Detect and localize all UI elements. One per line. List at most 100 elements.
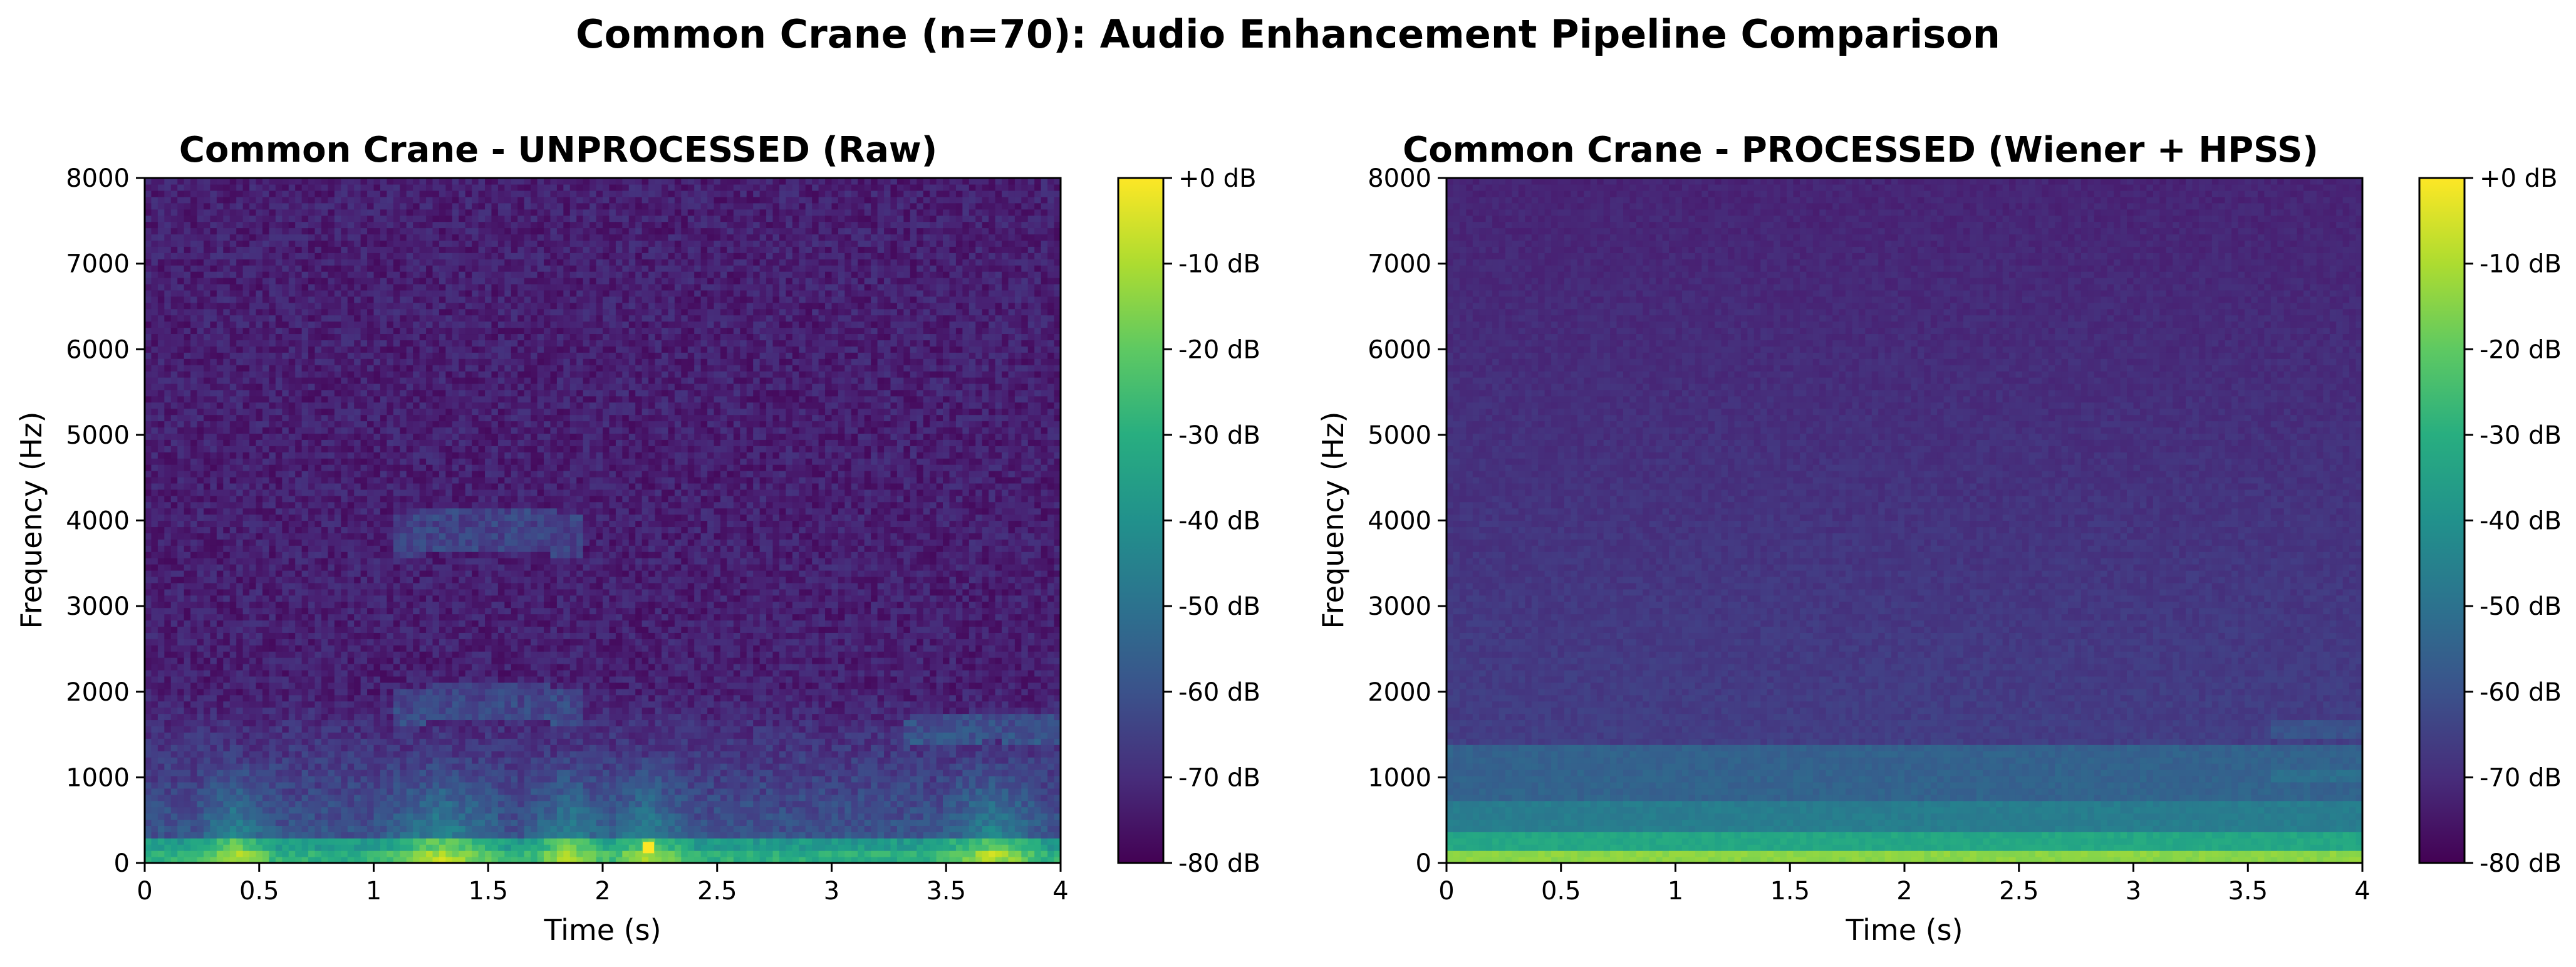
spectrogram-cell <box>407 807 413 814</box>
spectrogram-cell <box>407 327 413 334</box>
spectrogram-cell <box>223 701 230 708</box>
spectrogram-cell <box>321 496 328 503</box>
spectrogram-cell <box>210 614 217 621</box>
spectrogram-cell <box>367 719 374 726</box>
spectrogram-cell <box>204 645 210 652</box>
spectrogram-cell <box>269 770 276 776</box>
spectrogram-cell <box>276 689 283 696</box>
spectrogram-cell <box>217 265 224 272</box>
spectrogram-cell <box>407 502 413 509</box>
spectrogram-cell <box>308 197 315 204</box>
spectrogram-cell <box>341 844 348 851</box>
spectrogram-cell <box>236 645 243 652</box>
spectrogram-cell <box>289 321 296 328</box>
spectrogram-cell <box>420 545 427 552</box>
spectrogram-cell <box>158 458 165 465</box>
spectrogram-cell <box>204 439 210 446</box>
spectrogram-cell <box>302 539 309 546</box>
spectrogram-cell <box>145 551 152 558</box>
spectrogram-cell <box>289 782 296 789</box>
spectrogram-cell <box>393 446 400 452</box>
spectrogram-cell <box>354 421 361 428</box>
spectrogram-cell <box>302 738 309 745</box>
spectrogram-cell <box>249 309 256 316</box>
spectrogram-cell <box>374 483 381 490</box>
spectrogram-cell <box>387 676 393 683</box>
spectrogram-cell <box>177 303 184 310</box>
spectrogram-cell <box>426 719 433 726</box>
spectrogram-cell <box>164 365 171 372</box>
spectrogram-cell <box>177 819 184 826</box>
spectrogram-cell <box>197 782 204 789</box>
spectrogram-cell <box>321 832 328 839</box>
spectrogram-cell <box>302 757 309 764</box>
spectrogram-cell <box>217 632 224 639</box>
spectrogram-cell <box>295 533 302 540</box>
spectrogram-cell <box>432 278 439 285</box>
spectrogram-cell <box>230 838 237 845</box>
spectrogram-cell <box>223 483 230 490</box>
spectrogram-cell <box>308 216 315 222</box>
spectrogram-cell <box>335 346 341 353</box>
spectrogram-cell <box>432 807 439 814</box>
spectrogram-cell <box>151 708 158 714</box>
spectrogram-cell <box>407 452 413 459</box>
spectrogram-cell <box>204 558 210 565</box>
spectrogram-cell <box>204 589 210 596</box>
spectrogram-cell <box>289 539 296 546</box>
spectrogram-cell <box>407 253 413 259</box>
spectrogram-cell <box>341 583 348 590</box>
spectrogram-cell <box>302 483 309 490</box>
spectrogram-cell <box>256 340 263 347</box>
spectrogram-cell <box>308 278 315 285</box>
spectrogram-cell <box>354 545 361 552</box>
spectrogram-cell <box>151 670 158 677</box>
spectrogram-cell <box>374 452 381 459</box>
spectrogram-cell <box>420 695 427 702</box>
spectrogram-cell <box>217 253 224 259</box>
spectrogram-cell <box>393 515 400 521</box>
spectrogram-cell <box>367 321 374 328</box>
spectrogram-cell <box>184 402 191 409</box>
spectrogram-cell <box>413 620 420 627</box>
spectrogram-cell <box>230 290 237 297</box>
spectrogram-cell <box>171 521 178 528</box>
spectrogram-cell <box>367 813 374 820</box>
spectrogram-cell <box>341 825 348 832</box>
spectrogram-cell <box>262 390 269 397</box>
spectrogram-cell <box>262 558 269 565</box>
spectrogram-cell <box>145 545 152 552</box>
spectrogram-cell <box>184 433 191 440</box>
spectrogram-cell <box>230 695 237 702</box>
spectrogram-cell <box>164 664 171 671</box>
spectrogram-cell <box>177 595 184 602</box>
spectrogram-cell <box>145 384 152 390</box>
spectrogram-cell <box>204 358 210 365</box>
spectrogram-cell <box>432 184 439 191</box>
spectrogram-cell <box>321 352 328 359</box>
spectrogram-cell <box>236 602 243 609</box>
spectrogram-cell <box>321 477 328 484</box>
spectrogram-cell <box>249 850 256 857</box>
spectrogram-cell <box>276 714 283 721</box>
spectrogram-cell <box>387 240 393 247</box>
spectrogram-cell <box>190 645 197 652</box>
spectrogram-cell <box>190 664 197 671</box>
spectrogram-cell <box>190 763 197 770</box>
spectrogram-cell <box>439 782 446 789</box>
spectrogram-cell <box>361 651 368 658</box>
spectrogram-cell <box>315 446 322 452</box>
spectrogram-cell <box>315 178 322 185</box>
spectrogram-cell <box>380 346 387 353</box>
spectrogram-cell <box>256 657 263 664</box>
spectrogram-cell <box>145 259 152 266</box>
spectrogram-cell <box>321 757 328 764</box>
spectrogram-cell <box>335 676 341 683</box>
spectrogram-cell <box>236 651 243 658</box>
spectrogram-cell <box>407 732 413 739</box>
spectrogram-cell <box>315 309 322 316</box>
spectrogram-cell <box>420 850 427 857</box>
spectrogram-cell <box>197 670 204 677</box>
spectrogram-cell <box>367 427 374 434</box>
spectrogram-cell <box>256 719 263 726</box>
